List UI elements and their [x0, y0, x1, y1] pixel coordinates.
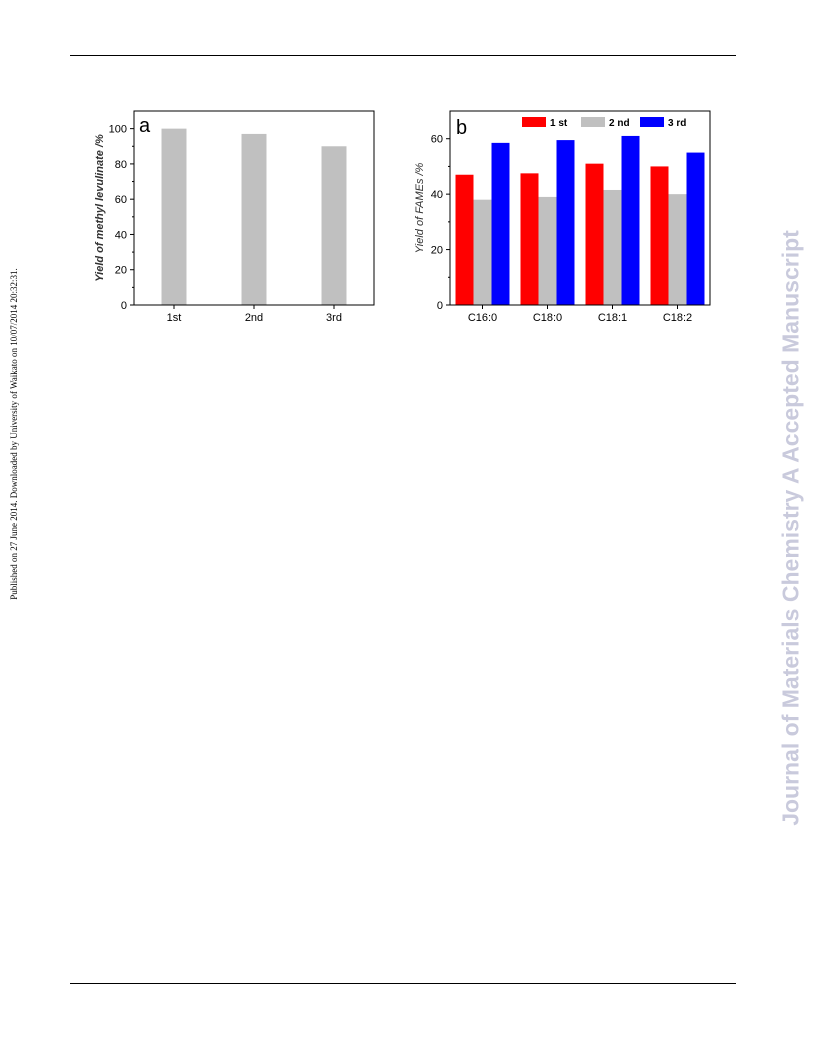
- chart-b-bar: [491, 142, 510, 305]
- chart-a: a Yield of methyl levulinate /% 1st 2nd 3r…: [94, 110, 375, 324]
- chart-b-legend-label: 2 nd: [609, 118, 630, 129]
- chart-a-x-tick-label: 2nd: [245, 312, 263, 324]
- chart-b-legend: 1 st 2 nd 3 rd: [522, 117, 686, 129]
- chart-a-bar: [241, 133, 267, 305]
- chart-b-bar: [668, 194, 687, 305]
- footer-rule: [70, 983, 736, 984]
- chart-a-y-tick-label: 60: [115, 194, 127, 206]
- chart-a-y-tick-label: 40: [115, 229, 127, 241]
- chart-b-legend-label: 1 st: [550, 118, 568, 129]
- chart-b-bar: [473, 199, 492, 305]
- chart-a-y-tick-label: 80: [115, 159, 127, 171]
- chart-b-bar: [621, 135, 640, 305]
- chart-a-x-tick-label: 1st: [167, 312, 182, 324]
- header-rule: [70, 55, 736, 56]
- chart-b-legend-swatch: [581, 117, 605, 127]
- chart-a-panel-label: a: [139, 115, 151, 137]
- chart-a-bar: [321, 146, 347, 305]
- chart-b-bar: [455, 174, 474, 305]
- chart-b-x-tick-label: C18:0: [533, 312, 562, 324]
- chart-b-bar: [650, 166, 669, 305]
- chart-b-y-axis-label: Yield of FAMEs /%: [414, 162, 426, 253]
- chart-b-y-tick-label: 0: [437, 300, 443, 312]
- chart-b-legend-label: 3 rd: [668, 118, 686, 129]
- chart-a-bar: [161, 128, 187, 305]
- chart-a-y-tick-label: 0: [121, 300, 127, 312]
- chart-b-legend-swatch: [640, 117, 664, 127]
- chart-b-panel-label: b: [456, 117, 467, 139]
- journal-watermark: Journal of Materials Chemistry A Accepte…: [777, 230, 804, 826]
- chart-b-y-tick-label: 20: [431, 245, 443, 257]
- chart-a-y-tick-label: 100: [109, 124, 127, 136]
- chart-a-y-axis-label: Yield of methyl levulinate /%: [94, 134, 106, 282]
- chart-b-bar: [538, 196, 557, 305]
- chart-b-legend-swatch: [522, 117, 546, 127]
- chart-b-y-tick-label: 60: [431, 134, 443, 146]
- chart-a-x-tick-label: 3rd: [326, 312, 342, 324]
- chart-b-plot-frame: [449, 110, 711, 306]
- chart-b-x-tick-label: C18:2: [663, 312, 692, 324]
- chart-b-bar: [686, 152, 705, 305]
- chart-b-bar: [603, 189, 622, 305]
- chart-b-x-tick-label: C16:0: [468, 312, 497, 324]
- chart-b-bar: [556, 140, 575, 305]
- chart-b: b Yield of FAMEs /% C16:0 C18:0 C18:1 C18:2…: [414, 110, 711, 324]
- publication-note: Published on 27 June 2014. Downloaded by…: [9, 268, 19, 600]
- chart-b-bar: [585, 163, 604, 305]
- chart-b-y-tick-label: 40: [431, 189, 443, 201]
- chart-b-bar: [520, 173, 539, 305]
- chart-a-y-tick-label: 20: [115, 265, 127, 277]
- chart-b-x-tick-label: C18:1: [598, 312, 627, 324]
